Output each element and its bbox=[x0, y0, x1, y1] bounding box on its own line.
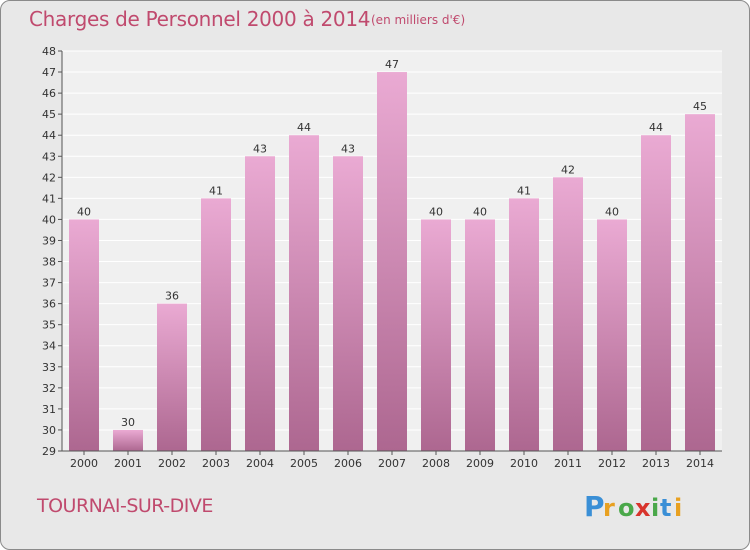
data-label-2004: 43 bbox=[253, 142, 267, 155]
data-label-2011: 42 bbox=[561, 163, 575, 176]
svg-text:t: t bbox=[660, 494, 671, 522]
x-axis-ticks: 2000 2001 2002 2003 2004 2005 2006 2007 2008 2009… bbox=[70, 451, 714, 470]
y-tick-label: 48 bbox=[42, 45, 56, 58]
data-label-2012: 40 bbox=[605, 205, 619, 218]
chart-subtitle: (en milliers d'€) bbox=[371, 13, 466, 27]
x-tick-label-2006: 2006 bbox=[334, 457, 362, 470]
chart-title: Charges de Personnel 2000 à 2014 bbox=[29, 7, 371, 31]
bars bbox=[69, 72, 715, 452]
data-label-2009: 40 bbox=[473, 205, 487, 218]
y-tick-label: 29 bbox=[42, 445, 56, 458]
bar-2004 bbox=[245, 156, 275, 451]
y-tick-label: 34 bbox=[42, 340, 56, 353]
y-tick-label: 38 bbox=[42, 256, 56, 269]
bar-2009 bbox=[465, 219, 495, 451]
x-tick-label-2008: 2008 bbox=[422, 457, 450, 470]
x-tick-label-2002: 2002 bbox=[158, 457, 186, 470]
bar-2013 bbox=[641, 135, 671, 452]
y-tick-label: 30 bbox=[42, 424, 56, 437]
data-label-2005: 44 bbox=[297, 121, 311, 134]
data-label-2008: 40 bbox=[429, 205, 443, 218]
city-name: TOURNAI-SUR-DIVE bbox=[37, 495, 213, 517]
y-tick-label: 37 bbox=[42, 277, 56, 290]
x-tick-label-2007: 2007 bbox=[378, 457, 406, 470]
y-tick-label: 43 bbox=[42, 150, 56, 163]
bar-2005 bbox=[289, 135, 319, 452]
svg-text:x: x bbox=[635, 494, 651, 522]
bar-2014 bbox=[685, 114, 715, 451]
bar-2001 bbox=[113, 429, 143, 451]
bar-2002 bbox=[157, 303, 187, 451]
y-tick-label: 44 bbox=[42, 129, 56, 142]
data-labels: 40 30 36 41 43 44 43 47 40 40 41 42 40 44 45 bbox=[77, 58, 707, 429]
y-tick-label: 41 bbox=[42, 192, 56, 205]
svg-text:P: P bbox=[584, 490, 605, 523]
y-tick-label: 35 bbox=[42, 319, 56, 332]
x-tick-label-2010: 2010 bbox=[510, 457, 538, 470]
x-tick-label-2003: 2003 bbox=[202, 457, 230, 470]
y-tick-label: 33 bbox=[42, 361, 56, 374]
y-tick-label: 36 bbox=[42, 298, 56, 311]
bar-2011 bbox=[553, 177, 583, 451]
y-tick-label: 31 bbox=[42, 403, 56, 416]
y-axis-ticks: 29 30 31 32 33 34 35 36 37 38 39 40 41 42 43 44 45 46 47 48 bbox=[42, 45, 62, 458]
svg-text:o: o bbox=[618, 494, 635, 522]
data-label-2000: 40 bbox=[77, 205, 91, 218]
bar-2003 bbox=[201, 198, 231, 451]
x-tick-label-2005: 2005 bbox=[290, 457, 318, 470]
x-tick-label-2013: 2013 bbox=[642, 457, 670, 470]
bar-2006 bbox=[333, 156, 363, 451]
bar-2008 bbox=[421, 219, 451, 451]
bar-2012 bbox=[597, 219, 627, 451]
y-tick-label: 47 bbox=[42, 66, 56, 79]
x-tick-label-2012: 2012 bbox=[598, 457, 626, 470]
data-label-2002: 36 bbox=[165, 290, 179, 303]
data-label-2014: 45 bbox=[693, 100, 707, 113]
x-tick-label-2004: 2004 bbox=[246, 457, 274, 470]
y-tick-label: 45 bbox=[42, 108, 56, 121]
data-label-2003: 41 bbox=[209, 184, 223, 197]
svg-text:i: i bbox=[651, 494, 659, 522]
data-label-2013: 44 bbox=[649, 121, 663, 134]
bar-2000 bbox=[69, 219, 99, 451]
y-tick-label: 39 bbox=[42, 234, 56, 247]
x-tick-label-2009: 2009 bbox=[466, 457, 494, 470]
x-tick-label-2001: 2001 bbox=[114, 457, 142, 470]
x-tick-label-2011: 2011 bbox=[554, 457, 582, 470]
y-tick-label: 40 bbox=[42, 213, 56, 226]
data-label-2007: 47 bbox=[385, 58, 399, 71]
y-tick-label: 46 bbox=[42, 87, 56, 100]
bar-2010 bbox=[509, 198, 539, 451]
bar-2007 bbox=[377, 72, 407, 451]
y-tick-label: 32 bbox=[42, 382, 56, 395]
svg-text:r: r bbox=[603, 494, 615, 522]
data-label-2001: 30 bbox=[121, 416, 135, 429]
x-tick-label-2014: 2014 bbox=[686, 457, 714, 470]
y-tick-label: 42 bbox=[42, 171, 56, 184]
data-label-2006: 43 bbox=[341, 142, 355, 155]
svg-text:i: i bbox=[674, 494, 682, 522]
data-label-2010: 41 bbox=[517, 184, 531, 197]
x-tick-label-2000: 2000 bbox=[70, 457, 98, 470]
proxiti-logo: P r o x i t i bbox=[584, 490, 682, 523]
